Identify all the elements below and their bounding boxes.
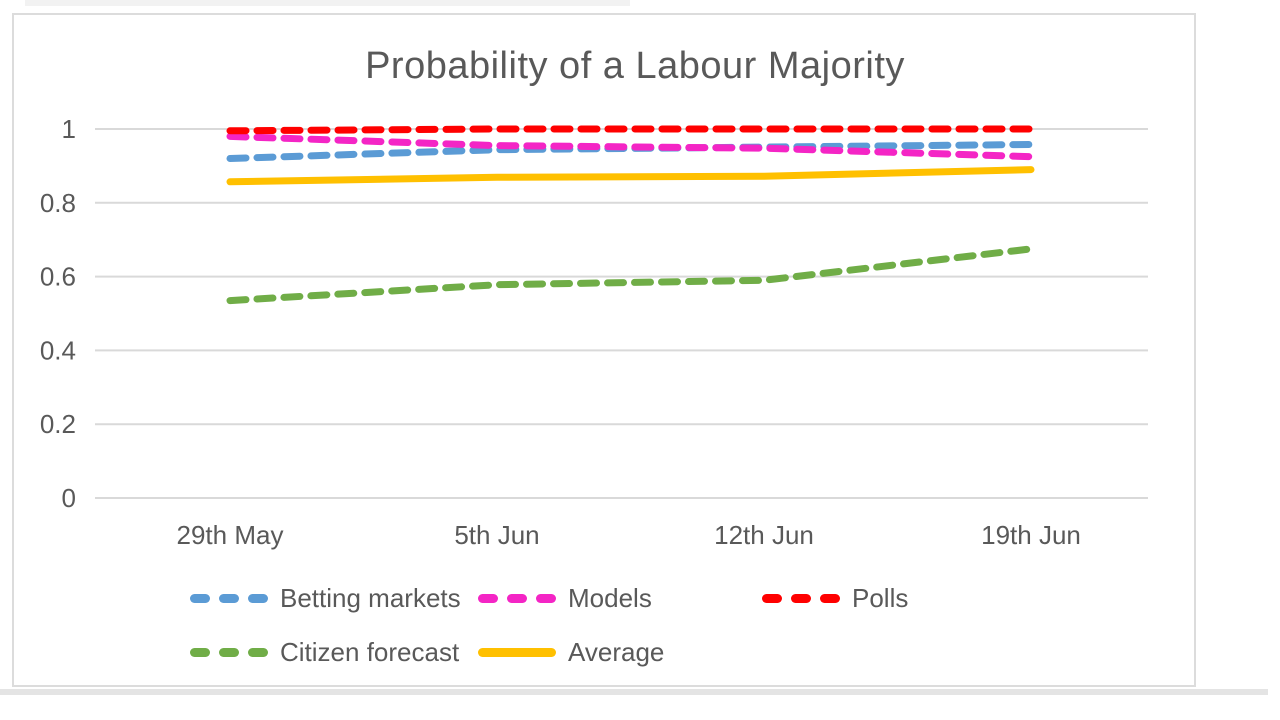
series-line-models [226, 132, 1035, 161]
x-tick-label: 5th Jun [454, 520, 539, 550]
series-line-polls [226, 125, 1035, 135]
y-tick-label: 1 [62, 114, 76, 144]
y-tick-label: 0.8 [40, 188, 76, 218]
x-tick-label: 12th Jun [714, 520, 814, 550]
window-bottom-edge [0, 689, 1268, 695]
y-tick-label: 0.4 [40, 335, 76, 365]
y-tick-label: 0.6 [40, 262, 76, 292]
series-line-average [226, 166, 1035, 186]
x-tick-label: 29th May [177, 520, 284, 550]
series-line-citizen-forecast [226, 245, 1035, 305]
y-tick-label: 0 [62, 483, 76, 513]
chart-title: Probability of a Labour Majority [365, 45, 905, 87]
y-tick-label: 0.2 [40, 409, 76, 439]
x-tick-label: 19th Jun [981, 520, 1081, 550]
window-top-edge [25, 0, 630, 6]
series-line-betting-markets [226, 141, 1035, 162]
